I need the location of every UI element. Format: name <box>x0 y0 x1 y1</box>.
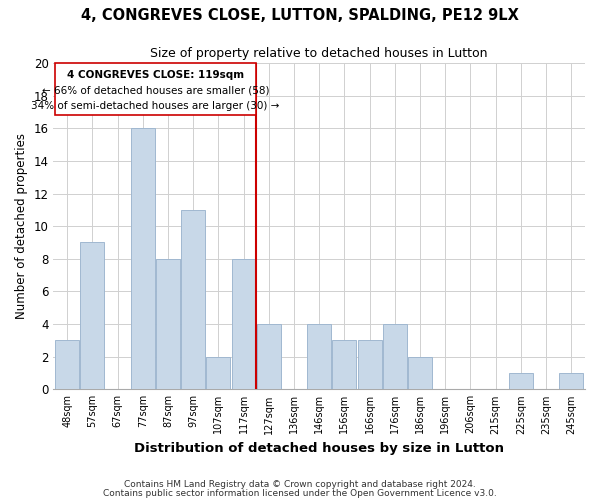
Bar <box>307 324 331 390</box>
Y-axis label: Number of detached properties: Number of detached properties <box>15 133 28 319</box>
Bar <box>559 373 583 390</box>
Bar <box>181 210 205 390</box>
Text: 4 CONGREVES CLOSE: 119sqm: 4 CONGREVES CLOSE: 119sqm <box>67 70 244 80</box>
Bar <box>156 259 180 390</box>
X-axis label: Distribution of detached houses by size in Lutton: Distribution of detached houses by size … <box>134 442 504 455</box>
Bar <box>408 356 432 390</box>
Bar <box>358 340 382 390</box>
Text: 34% of semi-detached houses are larger (30) →: 34% of semi-detached houses are larger (… <box>31 100 280 110</box>
Bar <box>509 373 533 390</box>
Bar <box>383 324 407 390</box>
Bar <box>232 259 256 390</box>
Text: 4, CONGREVES CLOSE, LUTTON, SPALDING, PE12 9LX: 4, CONGREVES CLOSE, LUTTON, SPALDING, PE… <box>81 8 519 22</box>
Bar <box>131 128 155 390</box>
Bar <box>206 356 230 390</box>
Text: Contains public sector information licensed under the Open Government Licence v3: Contains public sector information licen… <box>103 488 497 498</box>
Bar <box>55 340 79 390</box>
Bar <box>80 242 104 390</box>
Bar <box>332 340 356 390</box>
Text: ← 66% of detached houses are smaller (58): ← 66% of detached houses are smaller (58… <box>42 86 269 96</box>
Title: Size of property relative to detached houses in Lutton: Size of property relative to detached ho… <box>151 48 488 60</box>
Bar <box>257 324 281 390</box>
Text: Contains HM Land Registry data © Crown copyright and database right 2024.: Contains HM Land Registry data © Crown c… <box>124 480 476 489</box>
FancyBboxPatch shape <box>55 63 256 116</box>
